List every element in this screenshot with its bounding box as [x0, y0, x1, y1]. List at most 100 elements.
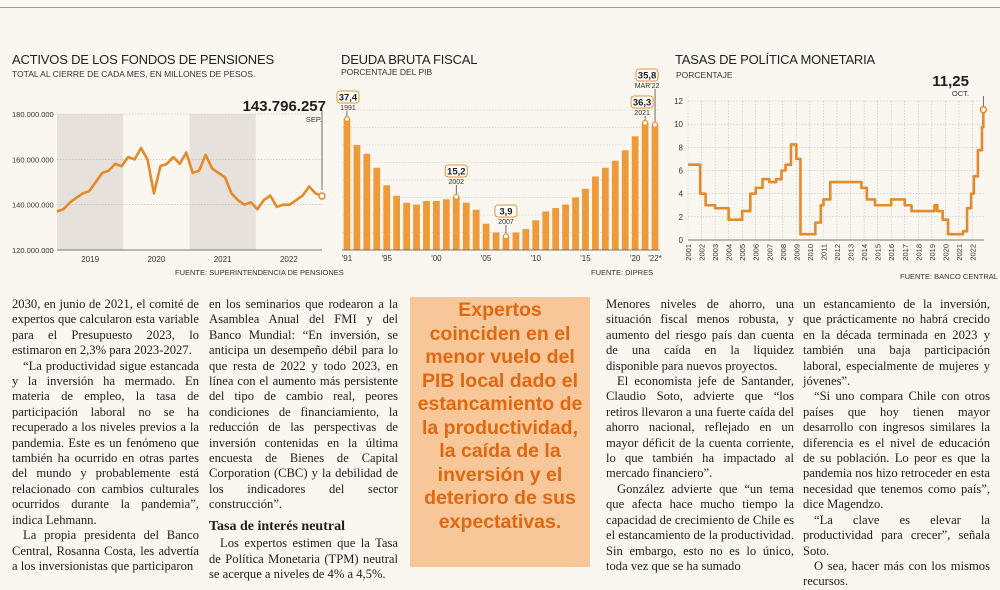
annotation-box — [444, 164, 468, 178]
x-tick-label: 2022 — [280, 255, 298, 264]
x-tick-label: '05 — [481, 254, 492, 263]
annotation-box — [336, 90, 360, 104]
debt-bar — [542, 211, 550, 250]
debt-bar — [611, 160, 619, 250]
x-tick-label: 2021 — [955, 244, 964, 261]
debt-bar — [572, 197, 579, 250]
x-tick-label: 2018 — [914, 244, 923, 261]
debt-bar — [592, 176, 599, 250]
rate-chart: 0 2 4 6 8 10 12 2001 2002 2003 2004 2005 2006 2007 200… — [674, 73, 988, 261]
x-tick-label: '00 — [431, 254, 442, 263]
debt-bar — [363, 153, 371, 250]
annotation-box — [494, 204, 518, 218]
debt-bar — [532, 220, 540, 250]
debt-bar — [552, 208, 560, 250]
debt-bar — [502, 236, 510, 250]
pull-quote: Expertos coinciden en el menor vuelo del… — [410, 297, 590, 567]
annotation-value: 36,3 — [633, 98, 652, 109]
annotation-box — [630, 95, 654, 109]
debt-bar — [492, 232, 500, 250]
x-tick-label: '95 — [382, 254, 393, 263]
annotation-marker — [453, 193, 460, 200]
annotation-value: 37,4 — [339, 93, 358, 104]
x-tick-label: 2009 — [792, 244, 801, 261]
x-tick-label: 2005 — [738, 244, 747, 261]
last-value-marker — [318, 192, 326, 200]
annotation-marker — [651, 121, 659, 128]
x-tick-label: 2003 — [711, 244, 720, 261]
annotation-label: 2021 — [634, 110, 650, 117]
debt-bar — [641, 122, 649, 250]
debt-bar — [423, 201, 430, 250]
debt-bar — [452, 196, 460, 250]
y-tick-label: 4 — [679, 190, 684, 199]
x-tick-label: 2022 — [968, 244, 977, 261]
x-tick-label: 2008 — [779, 244, 788, 261]
x-tick-label: 2010 — [806, 244, 815, 261]
debt-chart-subtitle: PORCENTAJE DEL PIB — [341, 67, 433, 77]
debt-bar — [343, 119, 351, 250]
debt-bar — [383, 185, 391, 250]
annotation-value: 15,2 — [447, 167, 466, 178]
debt-bar — [482, 223, 490, 250]
pension-chart-subtitle: TOTAL AL CIERRE DE CADA MES, EN MILLONES… — [12, 69, 256, 79]
rate-chart-subtitle: PORCENTAJE — [676, 70, 733, 80]
paragraph: Los expertos estimen que la Tasa de Polí… — [209, 536, 398, 581]
paragraph: “La clave es elevar la productividad par… — [803, 512, 990, 558]
debt-bar — [582, 188, 589, 250]
rate-chart-source: FUENTE: BANCO CENTRAL — [900, 272, 998, 281]
x-tick-label: '91 — [342, 254, 353, 263]
y-tick-label: 6 — [679, 167, 684, 176]
y-tick-label: 120.000.000 — [12, 246, 54, 255]
debt-bar — [403, 202, 410, 250]
debt-chart: '91'95'00'05'10'15'20'22*37,4199115,2200… — [336, 68, 662, 263]
x-tick-label: 2015 — [874, 244, 883, 261]
x-tick-label: '22* — [648, 254, 662, 263]
paragraph: Menores niveles de ahorro, una situación… — [606, 297, 794, 373]
annotation-label: MAR'22 — [635, 83, 660, 90]
y-tick-label: 2 — [679, 213, 684, 222]
annotation-marker — [502, 233, 510, 240]
debt-bar — [512, 232, 520, 250]
debt-bar — [651, 124, 659, 250]
debt-bar — [621, 150, 629, 250]
article-column-1: 2030, en junio de 2021, el comité de exp… — [12, 297, 199, 574]
shaded-year-band — [57, 114, 124, 250]
x-tick-label: 2004 — [725, 244, 734, 261]
paragraph: La propia presidenta del Banco Central, … — [12, 528, 199, 573]
debt-bar — [442, 199, 450, 250]
x-tick-label: 2011 — [819, 244, 828, 260]
x-tick-label: 2019 — [928, 244, 937, 261]
x-tick-label: 2002 — [698, 244, 707, 261]
x-tick-label: 2020 — [147, 255, 165, 264]
x-tick-label: 2007 — [765, 244, 774, 261]
paragraph: un estancamiento de la inversión, que pr… — [803, 297, 990, 389]
debt-chart-source: FUENTE: DIPRES — [591, 268, 654, 277]
x-tick-label: 2019 — [81, 255, 99, 264]
debt-bar — [393, 195, 401, 250]
pension-series-line — [56, 146, 323, 213]
x-tick-label: 2021 — [214, 255, 232, 264]
rate-callout-value: 11,25 — [932, 73, 969, 90]
annotation-marker — [343, 115, 351, 123]
x-tick-label: 2006 — [752, 244, 761, 261]
pension-callout-label: SEP. — [306, 115, 322, 124]
debt-bar — [522, 229, 530, 250]
debt-bar — [601, 167, 609, 250]
debt-bar — [462, 202, 470, 250]
section-heading: Tasa de interés neutral — [209, 518, 345, 534]
last-value-marker — [979, 105, 988, 114]
pension-chart-title: ACTIVOS DE LOS FONDOS DE PENSIONES — [12, 52, 274, 67]
debt-chart-title: DEUDA BRUTA FISCAL — [341, 52, 478, 67]
paragraph: O sea, hacer más con los mismos recursos… — [803, 558, 990, 589]
y-tick-label: 10 — [674, 120, 683, 129]
annotation-value: 35,8 — [638, 71, 657, 82]
x-tick-label: 2014 — [860, 244, 869, 261]
article-column-2: en los seminarios que rodearon a la Asam… — [209, 297, 398, 582]
paragraph: en los seminarios que rodearon a la Asam… — [209, 297, 398, 512]
top-rule — [0, 7, 1000, 8]
x-tick-label: 2016 — [887, 244, 896, 261]
x-tick-label: '15 — [580, 254, 591, 263]
paragraph: 2030, en junio de 2021, el comité de exp… — [12, 297, 199, 358]
annotation-label: 1991 — [340, 105, 356, 112]
